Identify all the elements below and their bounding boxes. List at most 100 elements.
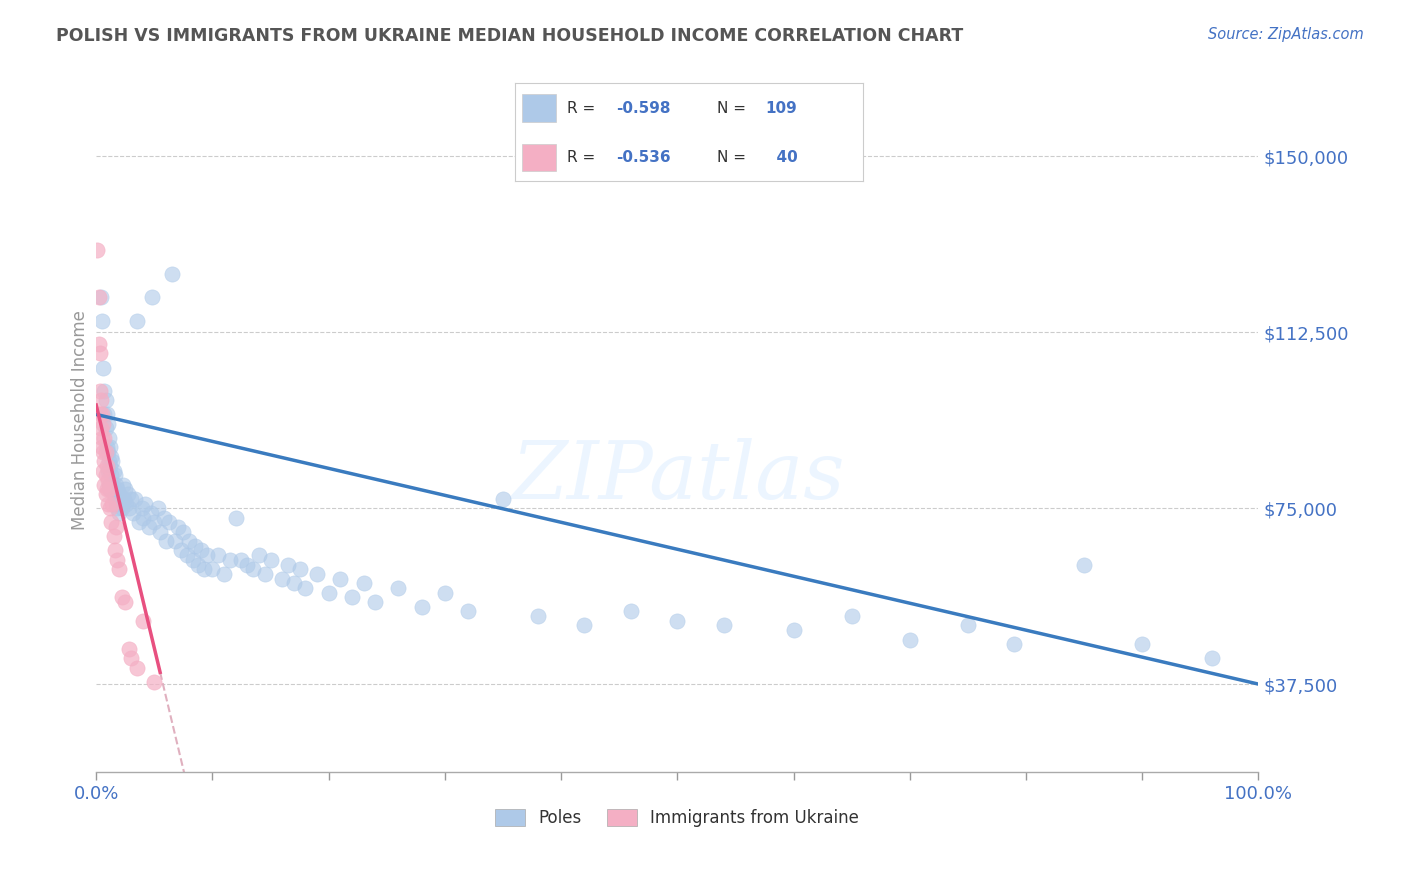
Point: [94, 421, 117, 435]
Point: [433, 585, 456, 599]
Point: [104, 543, 127, 558]
Point: [104, 520, 127, 534]
Point: [101, 477, 124, 491]
Point: [90, 421, 112, 435]
Point: [492, 491, 515, 506]
Point: [118, 642, 141, 657]
Point: [100, 450, 122, 464]
Point: [94, 468, 117, 483]
Point: [146, 501, 169, 516]
Point: [89, 346, 111, 360]
Point: [91, 417, 114, 431]
Legend: Poles, Immigrants from Ukraine: Poles, Immigrants from Ukraine: [489, 803, 866, 834]
Point: [195, 548, 218, 562]
Point: [131, 614, 153, 628]
Point: [131, 501, 153, 516]
Point: [114, 595, 136, 609]
Point: [713, 618, 735, 632]
Point: [457, 604, 479, 618]
Point: [1201, 651, 1223, 665]
Point: [120, 651, 142, 665]
Point: [128, 516, 150, 530]
Point: [294, 581, 316, 595]
Point: [111, 477, 134, 491]
Point: [231, 553, 253, 567]
Text: POLISH VS IMMIGRANTS FROM UKRAINE MEDIAN HOUSEHOLD INCOME CORRELATION CHART: POLISH VS IMMIGRANTS FROM UKRAINE MEDIAN…: [56, 27, 963, 45]
Point: [98, 477, 121, 491]
Point: [172, 524, 194, 539]
Point: [110, 497, 132, 511]
Point: [159, 516, 181, 530]
Point: [283, 576, 305, 591]
Point: [1073, 558, 1095, 572]
Point: [166, 520, 188, 534]
Point: [94, 393, 117, 408]
Point: [103, 529, 125, 543]
Point: [98, 431, 121, 445]
Point: [340, 591, 363, 605]
Point: [94, 487, 117, 501]
Point: [100, 516, 122, 530]
Point: [218, 553, 240, 567]
Point: [91, 440, 114, 454]
Point: [103, 483, 125, 497]
Point: [141, 290, 163, 304]
Point: [104, 468, 127, 483]
Point: [91, 313, 114, 327]
Point: [247, 548, 270, 562]
Point: [271, 572, 294, 586]
Point: [108, 506, 131, 520]
Point: [96, 408, 118, 422]
Point: [329, 572, 352, 586]
Point: [253, 566, 276, 581]
Point: [318, 585, 340, 599]
Point: [277, 558, 299, 572]
Point: [114, 483, 136, 497]
Point: [201, 562, 224, 576]
Point: [841, 609, 863, 624]
Point: [305, 566, 328, 581]
Point: [111, 591, 134, 605]
Point: [91, 445, 114, 459]
Point: [91, 408, 114, 422]
Point: [90, 393, 112, 408]
Point: [94, 445, 117, 459]
Point: [160, 267, 183, 281]
Point: [288, 562, 311, 576]
Point: [143, 516, 166, 530]
Point: [190, 543, 212, 558]
Point: [143, 674, 166, 689]
Point: [98, 440, 121, 454]
Point: [120, 491, 142, 506]
Point: [117, 487, 139, 501]
Point: [98, 458, 121, 473]
Point: [782, 623, 804, 637]
Point: [149, 524, 172, 539]
Point: [105, 501, 128, 516]
Point: [666, 614, 689, 628]
Point: [1130, 637, 1153, 651]
Point: [125, 313, 148, 327]
Point: [98, 501, 121, 516]
Point: [91, 464, 114, 478]
Point: [97, 473, 120, 487]
Point: [101, 454, 124, 468]
Point: [91, 360, 114, 375]
Point: [242, 562, 264, 576]
Point: [97, 497, 120, 511]
Point: [96, 483, 118, 497]
Point: [111, 501, 134, 516]
Point: [108, 562, 131, 576]
Point: [89, 384, 111, 398]
Point: [93, 408, 115, 422]
Point: [170, 543, 193, 558]
Point: [118, 501, 141, 516]
Point: [93, 384, 115, 398]
Point: [193, 562, 215, 576]
Point: [184, 539, 207, 553]
Point: [138, 520, 160, 534]
Y-axis label: Median Household Income: Median Household Income: [72, 310, 89, 530]
Point: [212, 566, 235, 581]
Point: [225, 510, 247, 524]
Point: [165, 534, 187, 549]
